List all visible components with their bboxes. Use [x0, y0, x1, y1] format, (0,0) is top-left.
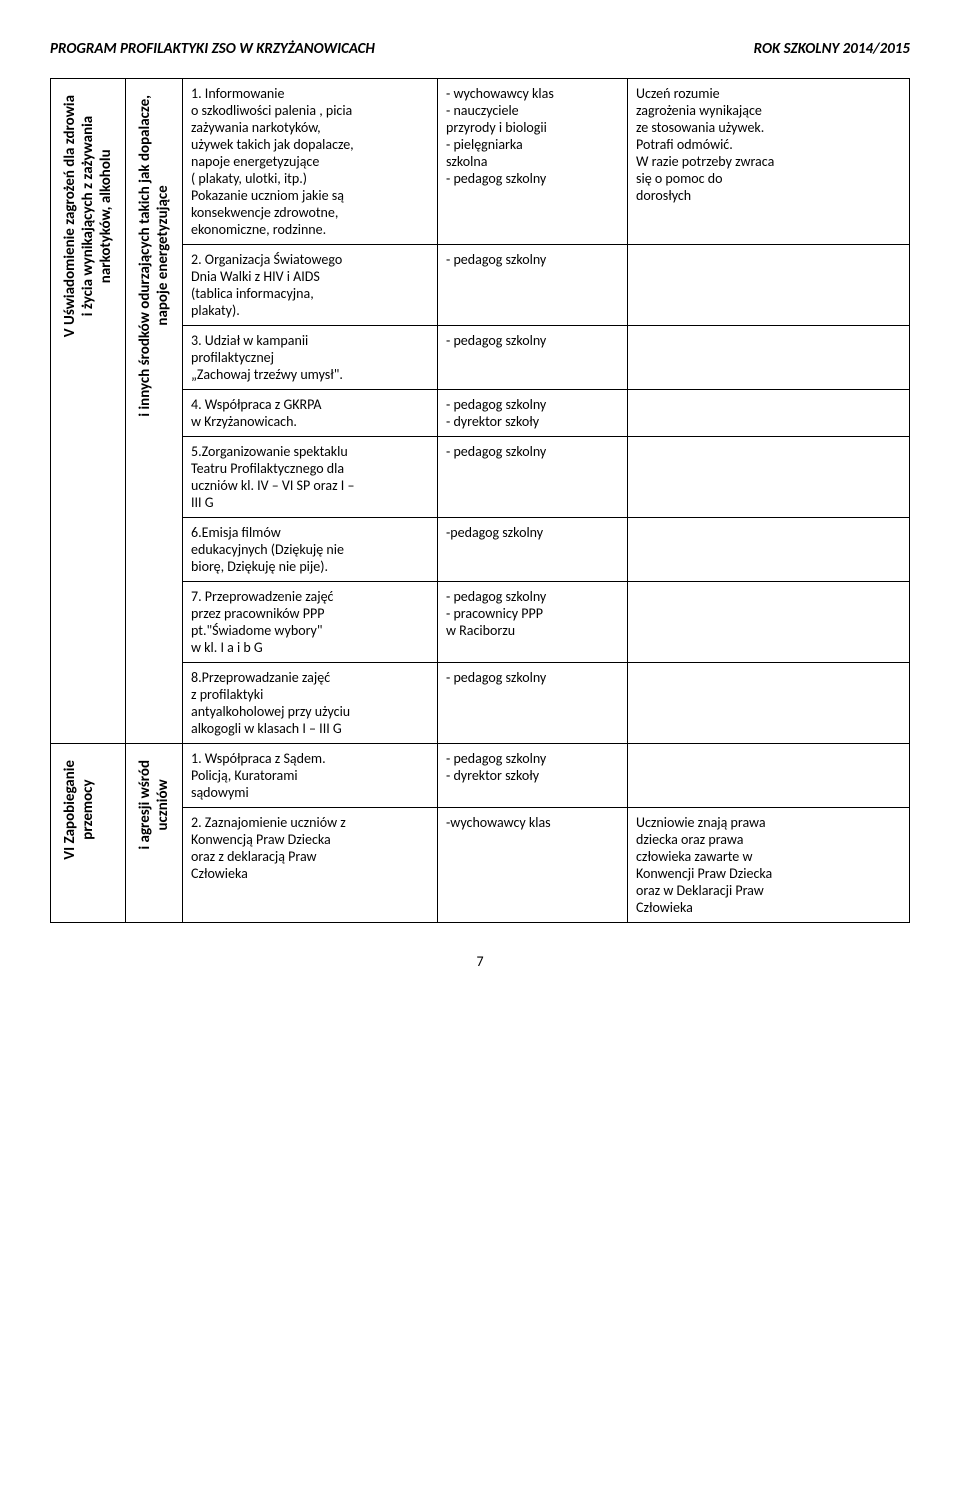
outcome-cell — [628, 437, 910, 518]
section-vi-label-2: i agresji wśróduczniów — [126, 744, 183, 923]
section-vi-label-1: VI Zapobieganieprzemocy — [51, 744, 126, 923]
who-cell: -wychowawcy klas — [438, 808, 628, 923]
outcome-cell: Uczeń rozumiezagrożenia wynikająceze sto… — [628, 79, 910, 245]
section-v-label-1: V Uświadomienie zagrożeń dla zdrowiai ży… — [51, 79, 126, 744]
outcome-cell — [628, 744, 910, 808]
page: PROGRAM PROFILAKTYKI ZSO W KRZYŻANOWICAC… — [0, 0, 960, 1010]
vertical-text: VI Zapobieganieprzemocy — [59, 750, 99, 870]
table-row: VI Zapobieganieprzemocy i agresji wśródu… — [51, 744, 910, 808]
header-left: PROGRAM PROFILAKTYKI ZSO W KRZYŻANOWICAC… — [50, 40, 375, 58]
who-cell: - pedagog szkolny- dyrektor szkoły — [438, 390, 628, 437]
outcome-cell — [628, 663, 910, 744]
activity-cell: 2. Organizacja ŚwiatowegoDnia Walki z HI… — [183, 245, 438, 326]
outcome-cell — [628, 390, 910, 437]
activity-cell: 5.Zorganizowanie spektakluTeatru Profila… — [183, 437, 438, 518]
outcome-cell — [628, 518, 910, 582]
activity-cell: 8.Przeprowadzanie zajęćz profilaktykiant… — [183, 663, 438, 744]
activity-cell: 4. Współpraca z GKRPAw Krzyżanowicach. — [183, 390, 438, 437]
header-right: ROK SZKOLNY 2014/2015 — [754, 40, 910, 58]
section-v-label-2: i innych środków odurzających takich jak… — [126, 79, 183, 744]
who-cell: - pedagog szkolny- dyrektor szkoły — [438, 744, 628, 808]
activity-cell: 1. Informowanieo szkodliwości palenia , … — [183, 79, 438, 245]
who-cell: - pedagog szkolny — [438, 663, 628, 744]
who-cell: - pedagog szkolny — [438, 437, 628, 518]
activity-cell: 7. Przeprowadzenie zajęćprzez pracownikó… — [183, 582, 438, 663]
activity-cell: 3. Udział w kampaniiprofilaktycznej„Zach… — [183, 326, 438, 390]
activity-cell: 2. Zaznajomienie uczniów zKonwencją Praw… — [183, 808, 438, 923]
page-number: 7 — [50, 953, 910, 970]
main-table: V Uświadomienie zagrożeń dla zdrowiai ży… — [50, 78, 910, 923]
who-cell: - pedagog szkolny- pracownicy PPPw Racib… — [438, 582, 628, 663]
who-cell: - wychowawcy klas- nauczycieleprzyrody i… — [438, 79, 628, 245]
outcome-cell: Uczniowie znają prawadziecka oraz prawac… — [628, 808, 910, 923]
outcome-cell — [628, 582, 910, 663]
who-cell: - pedagog szkolny — [438, 245, 628, 326]
activity-cell: 1. Współpraca z Sądem.Policją, Kuratoram… — [183, 744, 438, 808]
vertical-text: V Uświadomienie zagrożeń dla zdrowiai ży… — [59, 85, 117, 347]
vertical-text: i innych środków odurzających takich jak… — [134, 85, 174, 427]
outcome-cell — [628, 326, 910, 390]
vertical-text: i agresji wśróduczniów — [134, 750, 174, 860]
page-header: PROGRAM PROFILAKTYKI ZSO W KRZYŻANOWICAC… — [50, 40, 910, 58]
who-cell: - pedagog szkolny — [438, 326, 628, 390]
outcome-cell — [628, 245, 910, 326]
who-cell: -pedagog szkolny — [438, 518, 628, 582]
activity-cell: 6.Emisja filmówedukacyjnych (Dziękuję ni… — [183, 518, 438, 582]
table-row: V Uświadomienie zagrożeń dla zdrowiai ży… — [51, 79, 910, 245]
